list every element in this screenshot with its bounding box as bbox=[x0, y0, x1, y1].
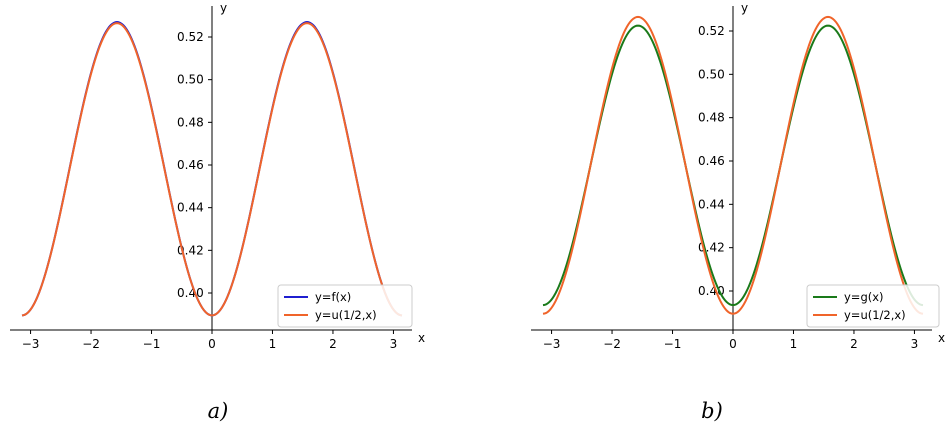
legend-box bbox=[277, 284, 413, 328]
x-tick-label: 1 bbox=[790, 337, 798, 351]
panel-caption: b) bbox=[701, 399, 723, 423]
x-tick-label: 2 bbox=[329, 337, 337, 351]
series-line-2 bbox=[542, 15, 924, 315]
legend-box bbox=[806, 284, 940, 328]
y-axis-label: y bbox=[741, 1, 748, 15]
series-line-2 bbox=[21, 22, 403, 317]
x-tick-label: −1 bbox=[664, 337, 682, 351]
y-tick-label: 0.50 bbox=[177, 73, 204, 87]
panel-caption: a) bbox=[208, 399, 229, 423]
x-tick-label: −3 bbox=[22, 337, 40, 351]
y-tick-label: 0.50 bbox=[698, 67, 725, 81]
y-tick-label: 0.44 bbox=[698, 197, 725, 211]
x-tick-label: 0 bbox=[729, 337, 737, 351]
x-tick-label: −3 bbox=[543, 337, 561, 351]
y-tick-label: 0.52 bbox=[177, 30, 204, 44]
x-tick-label: 3 bbox=[911, 337, 919, 351]
chart-panel-a: yx0.400.420.440.460.480.500.52−3 −2 −1 0 1 2 3… bbox=[10, 1, 425, 423]
y-tick-label: 0.52 bbox=[698, 24, 725, 38]
x-axis-label: x bbox=[418, 331, 425, 345]
y-tick-label: 0.46 bbox=[177, 158, 204, 172]
legend-entry: y=u(1/2,x) bbox=[844, 308, 906, 322]
legend-entry: y=f(x) bbox=[315, 290, 351, 304]
y-tick-label: 0.44 bbox=[177, 201, 204, 215]
x-axis-label: x bbox=[938, 331, 945, 345]
y-axis-label: y bbox=[220, 1, 227, 15]
legend-entry: y=g(x) bbox=[844, 290, 884, 304]
y-tick-label: 0.46 bbox=[698, 154, 725, 168]
y-tick-label: 0.40 bbox=[698, 284, 725, 298]
x-tick-label: 1 bbox=[269, 337, 277, 351]
y-tick-label: 0.48 bbox=[698, 111, 725, 125]
x-tick-label: −2 bbox=[82, 337, 100, 351]
y-tick-label: 0.40 bbox=[177, 286, 204, 300]
chart-panel-b: yx0.400.420.440.460.480.500.52−3 −2 −1 0 1 2 3… bbox=[531, 1, 945, 423]
x-tick-label: 2 bbox=[850, 337, 858, 351]
x-tick-label: 0 bbox=[208, 337, 216, 351]
x-tick-label: 3 bbox=[390, 337, 398, 351]
x-tick-label: −1 bbox=[143, 337, 161, 351]
y-tick-label: 0.48 bbox=[177, 115, 204, 129]
legend-entry: y=u(1/2,x) bbox=[315, 308, 377, 322]
x-tick-label: −2 bbox=[603, 337, 621, 351]
